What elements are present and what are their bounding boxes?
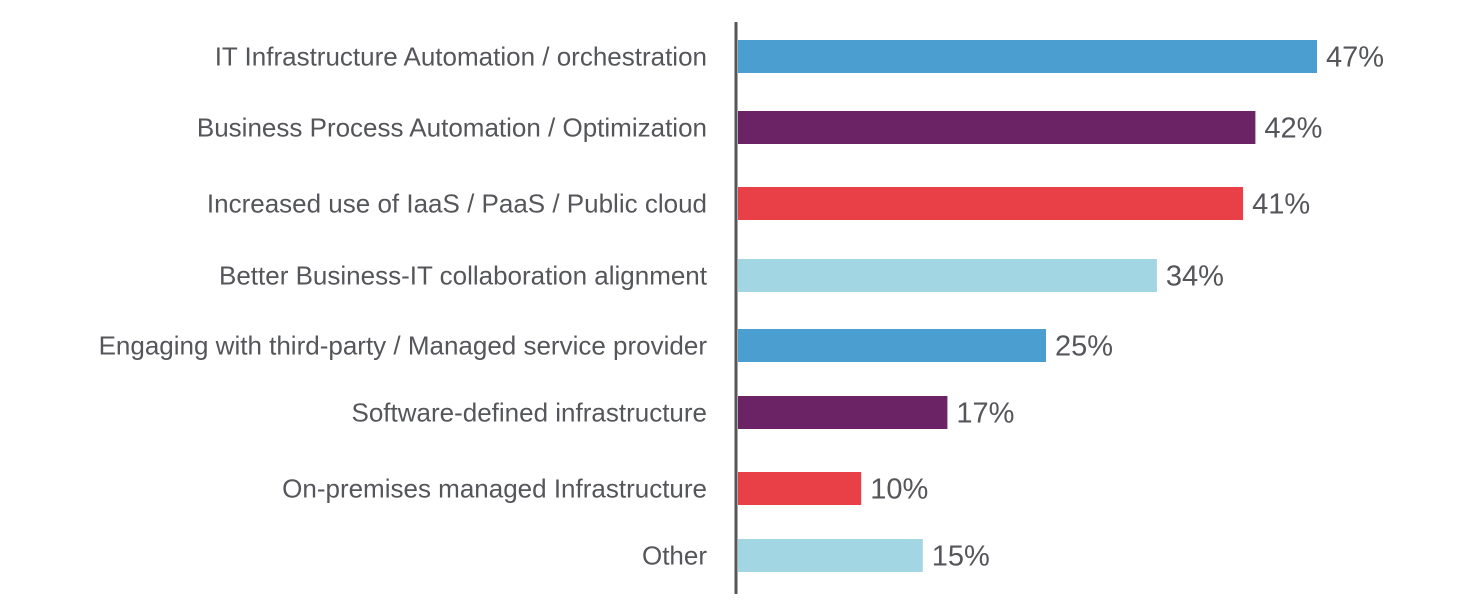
category-label: IT Infrastructure Automation / orchestra… [215,42,707,72]
category-label: On-premises managed Infrastructure [282,474,707,504]
bar-4 [738,259,1157,292]
bar-5 [738,329,1046,362]
value-label: 15% [932,541,990,573]
category-label: Better Business-IT collaboration alignme… [219,261,708,291]
value-label: 25% [1055,331,1113,363]
category-label: Software-defined infrastructure [351,398,707,428]
value-label: 41% [1252,189,1310,221]
bars-group [738,40,1317,572]
bar-3 [738,187,1244,220]
bar-2 [738,111,1256,144]
bar-1 [738,40,1317,73]
bar-6 [738,396,948,429]
category-label: Engaging with third-party / Managed serv… [99,331,708,361]
value-label: 42% [1264,113,1322,145]
value-label: 34% [1166,261,1224,293]
category-label: Increased use of IaaS / PaaS / Public cl… [207,189,707,219]
value-label: 10% [870,474,928,506]
bar-7 [738,472,862,505]
value-labels-group: 47% 42% 41% 34% 25% 17% 10% 15% [870,42,1384,573]
value-label: 47% [1326,42,1384,74]
category-label: Other [642,541,707,571]
bar-8 [738,539,923,572]
category-label: Business Process Automation / Optimizati… [197,113,707,143]
category-labels-group: IT Infrastructure Automation / orchestra… [99,42,708,571]
value-label: 17% [956,398,1014,430]
